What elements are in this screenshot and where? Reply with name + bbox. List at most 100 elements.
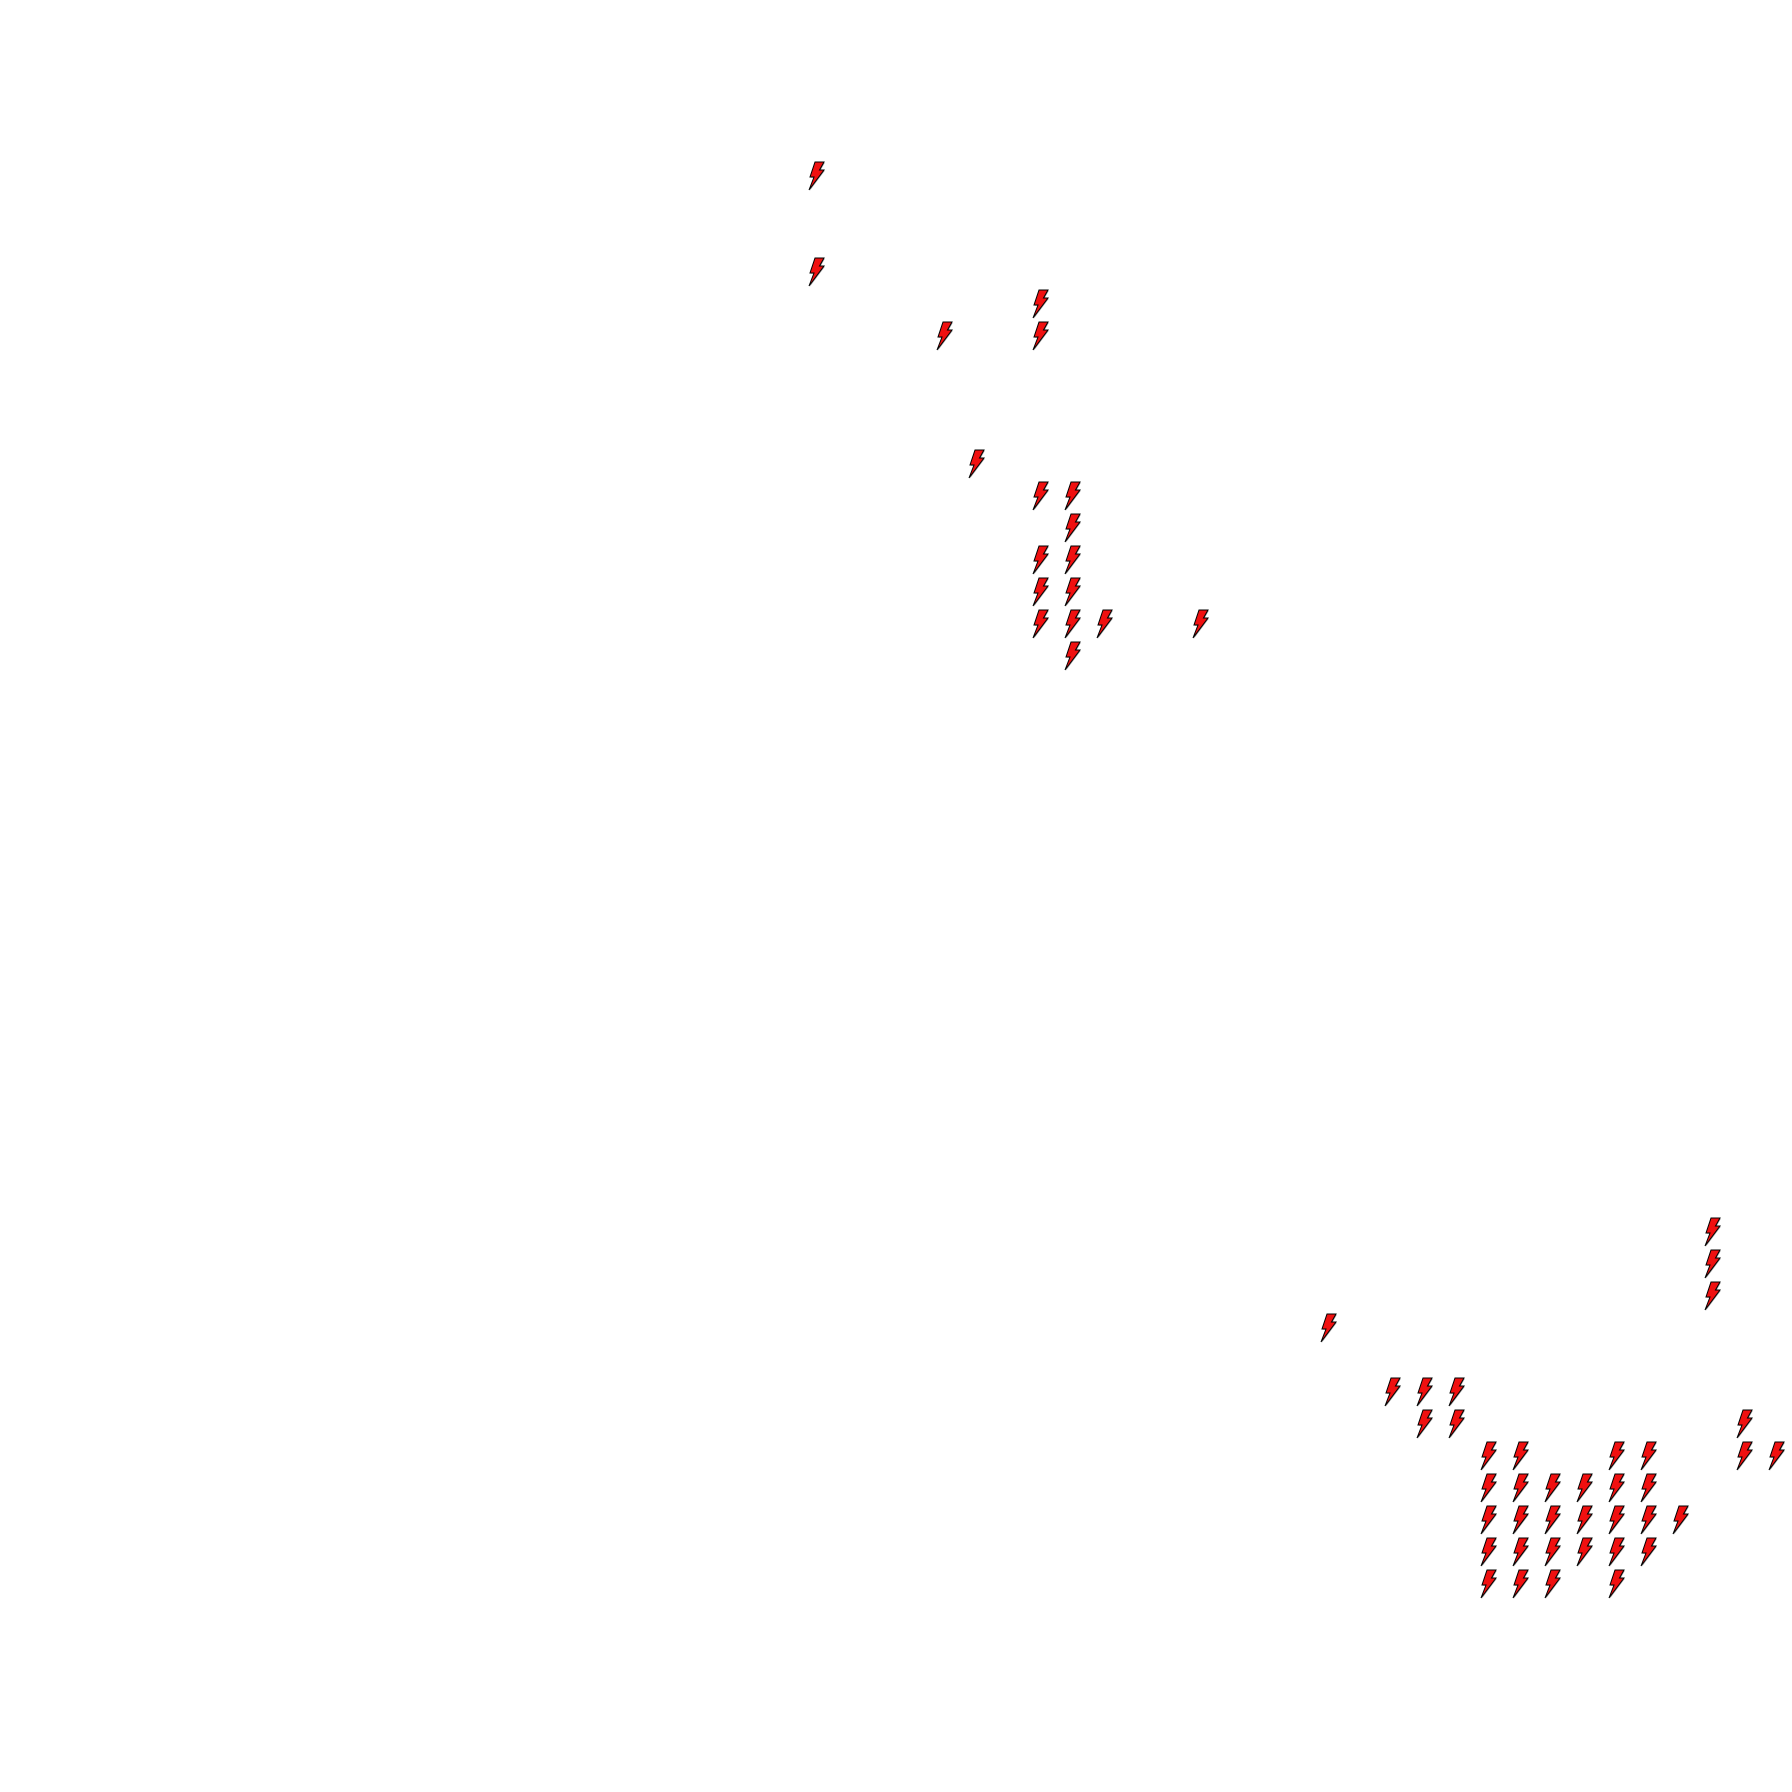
lightning-bolt-icon bbox=[1640, 1473, 1657, 1503]
lightning-marker[interactable] bbox=[800, 160, 832, 192]
lightning-marker[interactable] bbox=[1632, 1472, 1664, 1504]
lightning-bolt-icon bbox=[1064, 609, 1081, 639]
lightning-marker[interactable] bbox=[1024, 320, 1056, 352]
lightning-marker[interactable] bbox=[1664, 1504, 1696, 1536]
lightning-marker[interactable] bbox=[1600, 1440, 1632, 1472]
lightning-bolt-icon bbox=[1576, 1473, 1593, 1503]
lightning-marker[interactable] bbox=[1024, 608, 1056, 640]
lightning-bolt-icon bbox=[1480, 1441, 1497, 1471]
lightning-bolt-icon bbox=[1480, 1473, 1497, 1503]
lightning-bolt-icon bbox=[1640, 1441, 1657, 1471]
lightning-bolt-icon bbox=[1576, 1505, 1593, 1535]
lightning-marker[interactable] bbox=[1536, 1536, 1568, 1568]
lightning-marker[interactable] bbox=[1568, 1504, 1600, 1536]
lightning-marker[interactable] bbox=[1696, 1280, 1728, 1312]
lightning-marker[interactable] bbox=[1600, 1504, 1632, 1536]
lightning-marker[interactable] bbox=[1472, 1472, 1504, 1504]
lightning-marker[interactable] bbox=[1408, 1408, 1440, 1440]
lightning-marker[interactable] bbox=[1088, 608, 1120, 640]
lightning-marker[interactable] bbox=[1504, 1568, 1536, 1600]
lightning-bolt-icon bbox=[1736, 1409, 1753, 1439]
lightning-marker[interactable] bbox=[1056, 576, 1088, 608]
lightning-bolt-icon bbox=[1768, 1441, 1785, 1471]
lightning-bolt-icon bbox=[1064, 641, 1081, 671]
lightning-bolt-icon bbox=[1032, 289, 1049, 319]
lightning-bolt-icon bbox=[968, 449, 985, 479]
lightning-marker[interactable] bbox=[1472, 1568, 1504, 1600]
lightning-bolt-icon bbox=[1416, 1377, 1433, 1407]
lightning-bolt-icon bbox=[1480, 1537, 1497, 1567]
lightning-marker[interactable] bbox=[1056, 512, 1088, 544]
lightning-marker[interactable] bbox=[1536, 1568, 1568, 1600]
lightning-bolt-icon bbox=[1736, 1441, 1753, 1471]
lightning-marker[interactable] bbox=[1024, 288, 1056, 320]
lightning-marker[interactable] bbox=[1472, 1504, 1504, 1536]
lightning-bolt-icon bbox=[1608, 1473, 1625, 1503]
lightning-bolt-icon bbox=[1192, 609, 1209, 639]
lightning-bolt-icon bbox=[1608, 1505, 1625, 1535]
lightning-bolt-icon bbox=[1064, 577, 1081, 607]
lightning-bolt-icon bbox=[1544, 1505, 1561, 1535]
lightning-marker[interactable] bbox=[1728, 1408, 1760, 1440]
lightning-marker[interactable] bbox=[1504, 1536, 1536, 1568]
lightning-marker[interactable] bbox=[1472, 1536, 1504, 1568]
lightning-marker[interactable] bbox=[1568, 1536, 1600, 1568]
lightning-bolt-icon bbox=[1704, 1281, 1721, 1311]
lightning-bolt-icon bbox=[1608, 1569, 1625, 1599]
lightning-bolt-icon bbox=[1480, 1505, 1497, 1535]
lightning-bolt-icon bbox=[1320, 1313, 1337, 1343]
lightning-marker[interactable] bbox=[1536, 1504, 1568, 1536]
lightning-bolt-icon bbox=[936, 321, 953, 351]
lightning-bolt-icon bbox=[1032, 321, 1049, 351]
lightning-marker[interactable] bbox=[1536, 1472, 1568, 1504]
lightning-bolt-icon bbox=[1672, 1505, 1689, 1535]
lightning-marker[interactable] bbox=[800, 256, 832, 288]
lightning-marker[interactable] bbox=[1760, 1440, 1792, 1472]
lightning-bolt-icon bbox=[1640, 1505, 1657, 1535]
lightning-bolt-icon bbox=[808, 161, 825, 191]
lightning-bolt-icon bbox=[1032, 545, 1049, 575]
lightning-marker[interactable] bbox=[1408, 1376, 1440, 1408]
lightning-marker[interactable] bbox=[1632, 1536, 1664, 1568]
lightning-marker[interactable] bbox=[1728, 1440, 1760, 1472]
lightning-bolt-icon bbox=[1608, 1441, 1625, 1471]
lightning-marker[interactable] bbox=[1056, 608, 1088, 640]
lightning-bolt-icon bbox=[1512, 1537, 1529, 1567]
lightning-bolt-icon bbox=[1704, 1249, 1721, 1279]
lightning-marker[interactable] bbox=[1056, 544, 1088, 576]
lightning-marker[interactable] bbox=[1312, 1312, 1344, 1344]
lightning-marker[interactable] bbox=[1632, 1440, 1664, 1472]
lightning-marker[interactable] bbox=[1696, 1216, 1728, 1248]
lightning-bolt-icon bbox=[1064, 481, 1081, 511]
lightning-marker[interactable] bbox=[1440, 1376, 1472, 1408]
lightning-marker[interactable] bbox=[1600, 1568, 1632, 1600]
lightning-marker[interactable] bbox=[1632, 1504, 1664, 1536]
lightning-marker[interactable] bbox=[1504, 1504, 1536, 1536]
lightning-bolt-icon bbox=[1608, 1537, 1625, 1567]
lightning-bolt-icon bbox=[1448, 1409, 1465, 1439]
lightning-bolt-icon bbox=[1032, 577, 1049, 607]
lightning-marker[interactable] bbox=[1504, 1440, 1536, 1472]
lightning-marker[interactable] bbox=[1440, 1408, 1472, 1440]
lightning-marker[interactable] bbox=[1024, 480, 1056, 512]
lightning-marker[interactable] bbox=[1504, 1472, 1536, 1504]
lightning-bolt-icon bbox=[1032, 609, 1049, 639]
lightning-bolt-icon bbox=[1640, 1537, 1657, 1567]
lightning-marker[interactable] bbox=[1600, 1472, 1632, 1504]
lightning-marker[interactable] bbox=[928, 320, 960, 352]
lightning-marker[interactable] bbox=[1056, 480, 1088, 512]
lightning-marker[interactable] bbox=[1024, 576, 1056, 608]
lightning-marker[interactable] bbox=[1600, 1536, 1632, 1568]
lightning-bolt-icon bbox=[1416, 1409, 1433, 1439]
lightning-marker[interactable] bbox=[960, 448, 992, 480]
lightning-marker[interactable] bbox=[1376, 1376, 1408, 1408]
lightning-marker[interactable] bbox=[1696, 1248, 1728, 1280]
lightning-marker[interactable] bbox=[1184, 608, 1216, 640]
lightning-marker[interactable] bbox=[1472, 1440, 1504, 1472]
lightning-bolt-icon bbox=[1576, 1537, 1593, 1567]
lightning-marker[interactable] bbox=[1024, 544, 1056, 576]
lightning-marker[interactable] bbox=[1056, 640, 1088, 672]
lightning-marker[interactable] bbox=[1568, 1472, 1600, 1504]
lightning-bolt-icon bbox=[1384, 1377, 1401, 1407]
